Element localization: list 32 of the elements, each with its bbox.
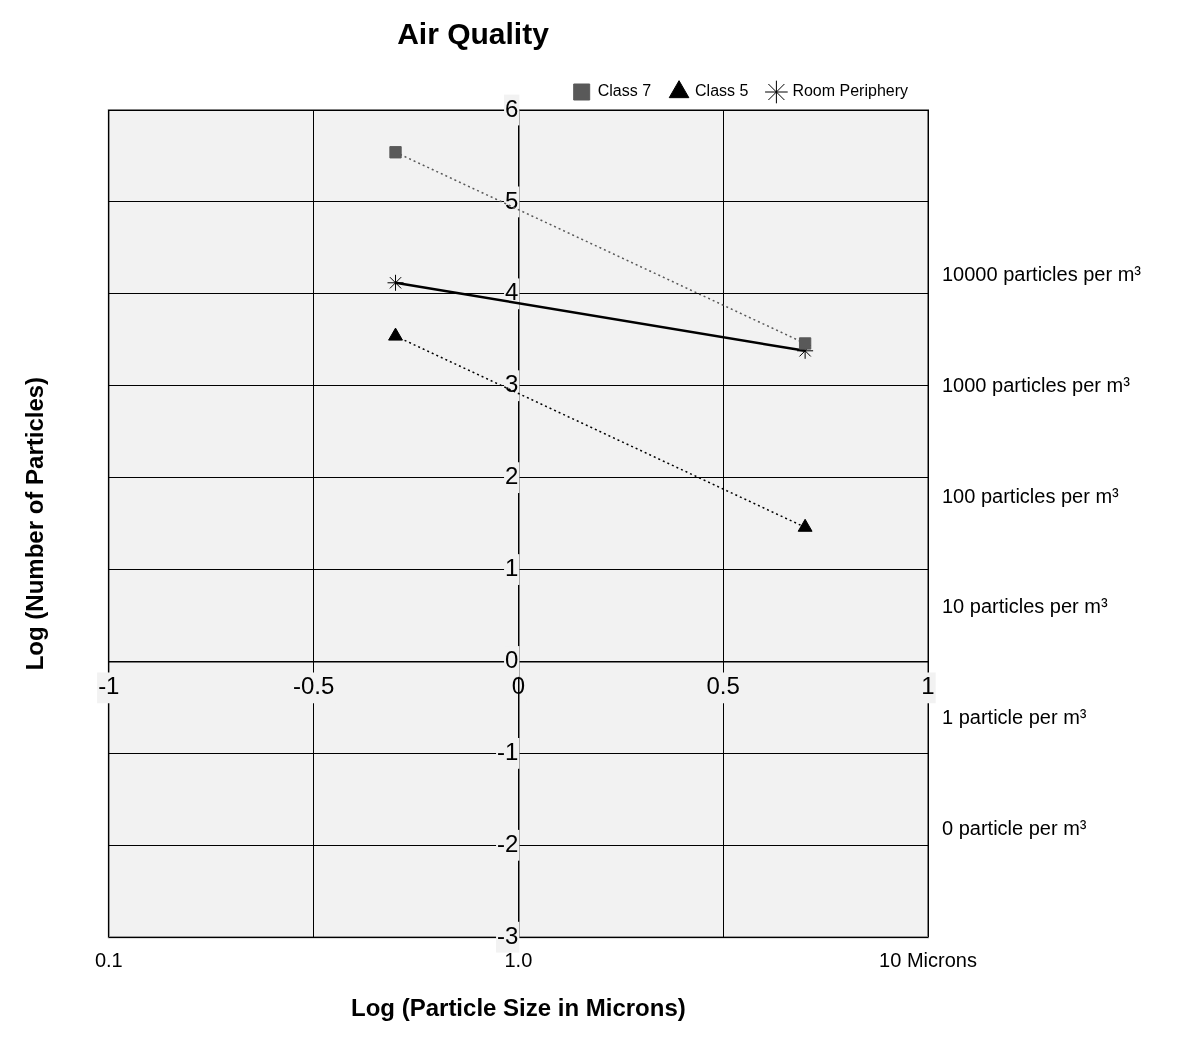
y-tick-label: -2 (497, 829, 519, 857)
legend-label: Class 7 (597, 82, 652, 100)
y-tick-label: 2 (505, 462, 519, 490)
y-tick-label: 5 (505, 186, 519, 214)
point (389, 146, 402, 159)
point (798, 337, 812, 350)
chart-title: Air Quality (397, 17, 550, 51)
text: 1000 particles per m³ (942, 373, 1131, 396)
text: 0.1 (94, 948, 123, 971)
y-tick-label: 4 (505, 278, 519, 306)
y-tick-label: -1 (497, 738, 519, 765)
text: 0 particle per m³ (942, 817, 1087, 840)
x-axis-title: Log (Particle Size in Microns) (351, 994, 686, 1022)
x-tick-label: 0.5 (706, 672, 740, 700)
y-tick-label: 6 (505, 94, 519, 122)
y-tick-label: 0 (505, 646, 519, 674)
y-tick-label: -3 (497, 921, 519, 949)
point (387, 274, 405, 292)
text: 1.0 (504, 948, 533, 971)
y-tick-label: 3 (505, 370, 519, 398)
text: 10 particles per m³ (942, 595, 1108, 618)
x-tick-label: -1 (98, 672, 120, 700)
legend-label: Class 5 (695, 82, 749, 100)
text: 10000 particles per m³ (942, 262, 1142, 285)
x-tick-label: -0.5 (292, 672, 335, 700)
text: 10 Microns (879, 948, 977, 971)
y-tick-label: 1 (505, 554, 519, 582)
legend-label: Room Periphery (792, 82, 909, 100)
y-axis-title: Log (Number of Particles) (21, 376, 49, 671)
text: 1 particle per m³ (942, 706, 1087, 729)
x-tick-label: 1 (921, 672, 935, 700)
text: 100 particles per m³ (942, 484, 1120, 507)
